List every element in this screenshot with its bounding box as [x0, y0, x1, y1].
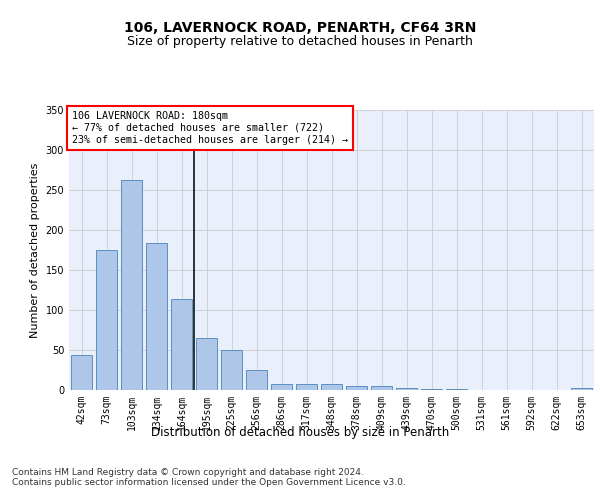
- Bar: [246, 370, 267, 390]
- Bar: [346, 386, 367, 390]
- Bar: [196, 338, 217, 390]
- Bar: [321, 384, 342, 390]
- Bar: [421, 389, 442, 390]
- Bar: [371, 386, 392, 390]
- Text: 106 LAVERNOCK ROAD: 180sqm
← 77% of detached houses are smaller (722)
23% of sem: 106 LAVERNOCK ROAD: 180sqm ← 77% of deta…: [71, 112, 347, 144]
- Text: Contains HM Land Registry data © Crown copyright and database right 2024.
Contai: Contains HM Land Registry data © Crown c…: [12, 468, 406, 487]
- Bar: [121, 180, 142, 390]
- Bar: [296, 384, 317, 390]
- Bar: [71, 355, 92, 390]
- Bar: [96, 250, 117, 390]
- Bar: [171, 299, 192, 390]
- Text: Distribution of detached houses by size in Penarth: Distribution of detached houses by size …: [151, 426, 449, 439]
- Bar: [571, 388, 592, 390]
- Bar: [146, 243, 167, 390]
- Bar: [271, 384, 292, 390]
- Bar: [446, 389, 467, 390]
- Bar: [396, 388, 417, 390]
- Text: 106, LAVERNOCK ROAD, PENARTH, CF64 3RN: 106, LAVERNOCK ROAD, PENARTH, CF64 3RN: [124, 20, 476, 34]
- Bar: [221, 350, 242, 390]
- Y-axis label: Number of detached properties: Number of detached properties: [30, 162, 40, 338]
- Text: Size of property relative to detached houses in Penarth: Size of property relative to detached ho…: [127, 34, 473, 48]
